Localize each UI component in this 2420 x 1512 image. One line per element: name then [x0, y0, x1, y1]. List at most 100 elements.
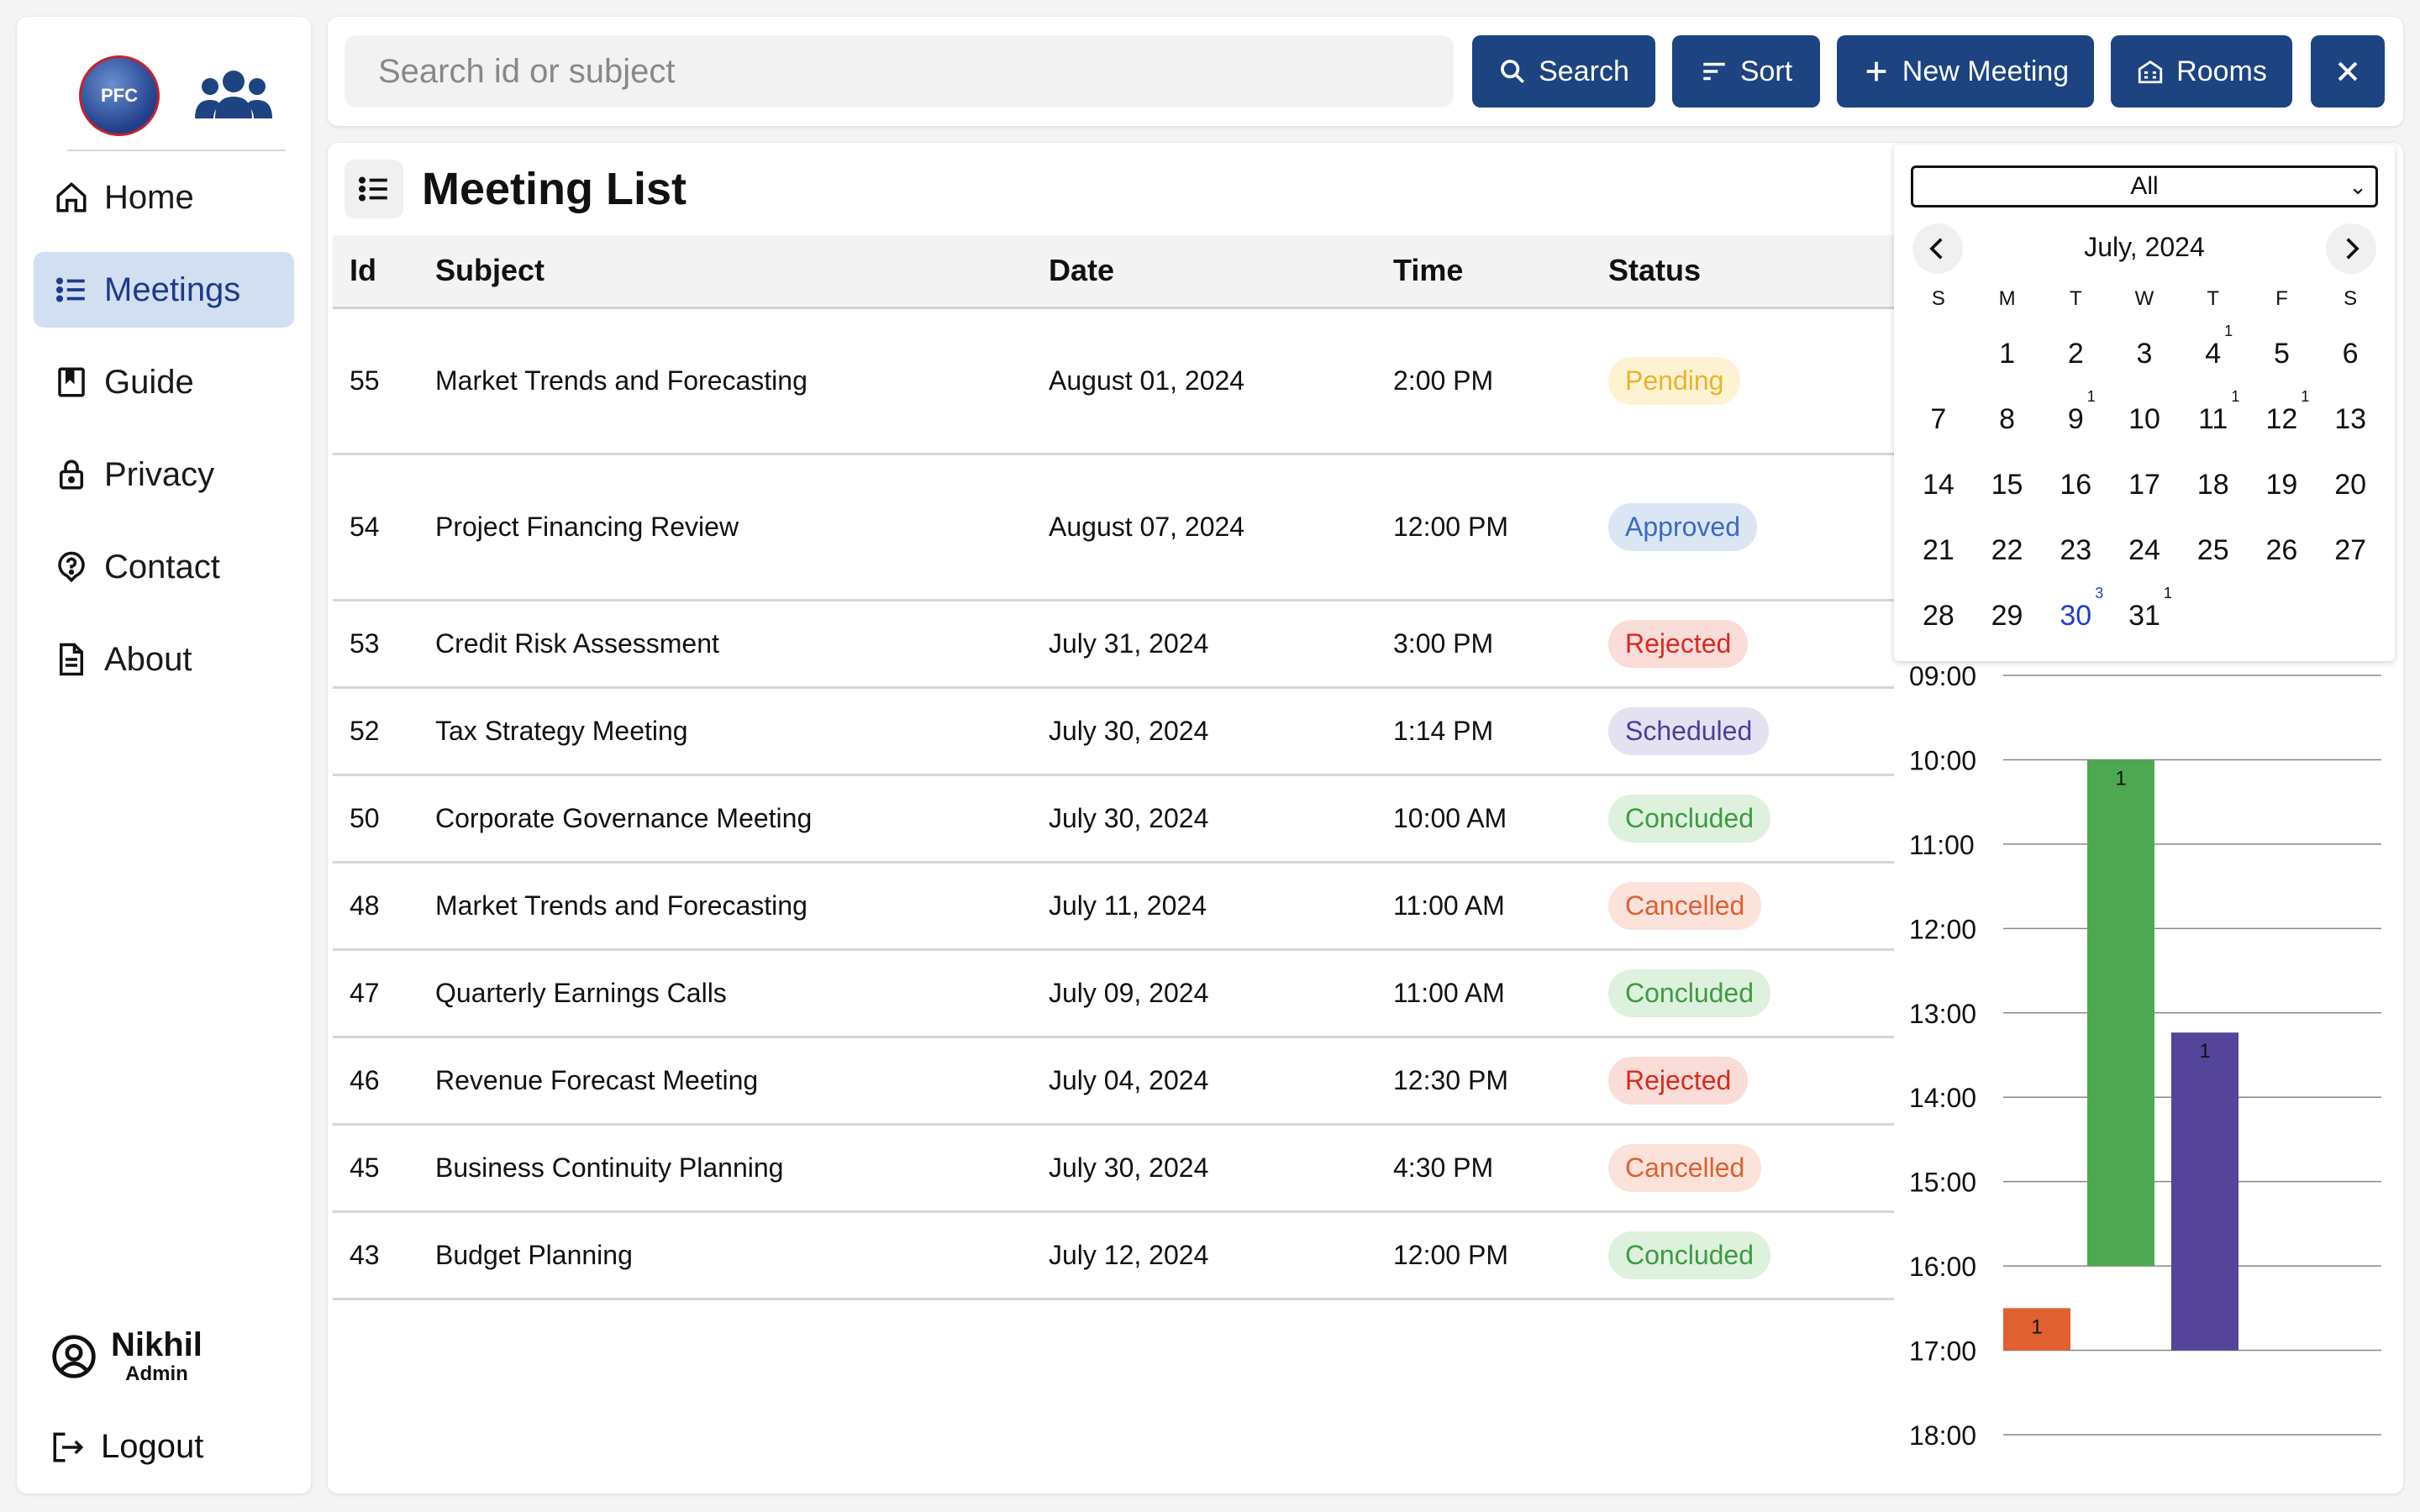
calendar-day[interactable]: 14 [1904, 469, 1973, 501]
sidebar-item-label: Contact [104, 548, 220, 585]
calendar-day[interactable]: 18 [2179, 469, 2248, 501]
next-month-button[interactable] [2326, 223, 2376, 274]
user-profile[interactable]: Nikhil Admin [50, 1327, 203, 1386]
calendar-day[interactable]: 8 [1973, 403, 2042, 436]
sidebar-item-meetings[interactable]: Meetings [34, 252, 294, 328]
top-bar: Search Sort New Meeting Rooms [328, 17, 2403, 126]
calendar-day[interactable]: 26 [2248, 534, 2317, 567]
cell-id: 46 [333, 1037, 435, 1126]
prev-month-button[interactable] [1912, 223, 1963, 274]
sidebar-item-privacy[interactable]: Privacy [34, 437, 294, 512]
cell-id: 54 [333, 454, 435, 601]
cell-subject: Project Financing Review [435, 454, 1049, 601]
calendar-day[interactable]: 1 [1973, 338, 2042, 370]
calendar-day[interactable]: 3 [2110, 338, 2179, 370]
schedule-chart-svg: 09:00 10:00 11:00 12:00 13:00 14:00 15:00 16:00… [1909, 661, 2381, 1451]
calendar-day[interactable]: 13 [2316, 403, 2385, 436]
calendar-day-number: 13 [2334, 402, 2367, 435]
column-header-time[interactable]: Time [1393, 235, 1608, 309]
search-button[interactable]: Search [1472, 35, 1655, 108]
cell-time: 11:00 AM [1393, 949, 1608, 1038]
calendar-week: 28 29 30 3 31 1 [1904, 583, 2385, 648]
rooms-button[interactable]: Rooms [2111, 35, 2292, 108]
calendar-day[interactable]: 30 3 [2041, 585, 2110, 633]
calendar-day-number: 3 [2136, 337, 2153, 370]
calendar-day[interactable]: 12 1 [2248, 388, 2317, 436]
calendar-day-number: 23 [2060, 533, 2092, 566]
column-header-id[interactable]: Id [333, 235, 435, 309]
calendar-day[interactable]: 11 1 [2179, 388, 2248, 436]
sidebar-item-about[interactable]: About [34, 622, 294, 697]
calendar-day[interactable]: 10 [2110, 403, 2179, 436]
close-button[interactable] [2311, 35, 2385, 108]
meeting-count-badge: 1 [2301, 387, 2310, 405]
cell-subject: Corporate Governance Meeting [435, 774, 1049, 864]
sort-button[interactable]: Sort [1672, 35, 1820, 108]
sidebar-item-contact[interactable]: Contact [34, 529, 294, 605]
calendar-day-number: 5 [2273, 337, 2290, 370]
weekday-label: T [2207, 287, 2220, 310]
calendar-day-number: 14 [1922, 468, 1954, 501]
calendar-day[interactable]: 16 [2041, 469, 2110, 501]
sidebar-item-home[interactable]: Home [34, 160, 294, 235]
status-badge: Rejected [1608, 619, 1749, 668]
cell-subject: Credit Risk Assessment [435, 600, 1049, 689]
calendar-day-number: 9 [2067, 402, 2084, 435]
pfc-logo[interactable]: PFC [79, 55, 160, 136]
calendar-day[interactable]: 29 [1973, 600, 2042, 633]
user-info: Nikhil Admin [111, 1327, 203, 1386]
calendar-day[interactable]: 7 [1904, 403, 1973, 436]
calendar-day[interactable]: 6 [2316, 338, 2385, 370]
meeting-bar[interactable] [2171, 1032, 2238, 1351]
search-input[interactable] [345, 35, 1454, 108]
calendar-filter-select[interactable]: All ⌄ [1911, 165, 2378, 207]
calendar-day[interactable]: 21 [1904, 534, 1973, 567]
new-meeting-button[interactable]: New Meeting [1837, 35, 2094, 108]
cell-time: 12:00 PM [1393, 454, 1608, 601]
logout-button[interactable]: Logout [50, 1428, 203, 1466]
calendar-day[interactable]: 15 [1973, 469, 2042, 501]
cell-date: July 30, 2024 [1049, 774, 1393, 864]
calendar-day-number: 24 [2128, 533, 2160, 566]
y-tick-label: 18:00 [1909, 1420, 1976, 1451]
status-badge: Rejected [1608, 1056, 1749, 1105]
table-row[interactable]: 46 Revenue Forecast Meeting July 04, 2024 1… [333, 1037, 2265, 1126]
meeting-bar[interactable] [2003, 1308, 2070, 1351]
cell-id: 43 [333, 1211, 435, 1300]
meeting-bar[interactable] [2087, 759, 2154, 1267]
table-row[interactable]: 43 Budget Planning July 12, 2024 12:00 PM Co… [333, 1211, 2265, 1300]
column-header-subject[interactable]: Subject [435, 235, 1049, 309]
calendar-day-number: 16 [2060, 468, 2092, 501]
plus-icon [1866, 61, 1886, 81]
column-header-date[interactable]: Date [1049, 235, 1393, 309]
cell-time: 12:30 PM [1393, 1037, 1608, 1126]
sidebar-item-guide[interactable]: Guide [34, 344, 294, 420]
cell-time: 1:14 PM [1393, 687, 1608, 776]
calendar-day[interactable]: 27 [2316, 534, 2385, 567]
cell-time: 10:00 AM [1393, 774, 1608, 864]
calendar-day[interactable]: 22 [1973, 534, 2042, 567]
calendar-day[interactable]: 23 [2041, 534, 2110, 567]
sidebar-item-label: Meetings [104, 270, 241, 308]
calendar-day[interactable]: 25 [2179, 534, 2248, 567]
calendar-month-label: July, 2024 [2084, 232, 2205, 262]
day-schedule-chart: 09:00 10:00 11:00 12:00 13:00 14:00 15:00 16:00… [1894, 655, 2395, 1487]
calendar-day[interactable]: 31 1 [2110, 585, 2179, 633]
page-title: Meeting List [422, 164, 687, 214]
calendar-day[interactable]: 19 [2248, 469, 2317, 501]
calendar-day[interactable]: 20 [2316, 469, 2385, 501]
users-icon[interactable] [193, 66, 274, 125]
calendar-day[interactable]: 5 [2248, 338, 2317, 370]
calendar-day[interactable]: 2 [2041, 338, 2110, 370]
calendar-day[interactable]: 24 [2110, 534, 2179, 567]
list-icon [345, 160, 403, 218]
status-badge: Cancelled [1608, 881, 1762, 930]
calendar-day-number: 25 [2196, 533, 2229, 566]
calendar-day[interactable]: 17 [2110, 469, 2179, 501]
list-icon [55, 277, 85, 302]
calendar-day[interactable]: 28 [1904, 600, 1973, 633]
sort-button-label: Sort [1739, 55, 1793, 87]
